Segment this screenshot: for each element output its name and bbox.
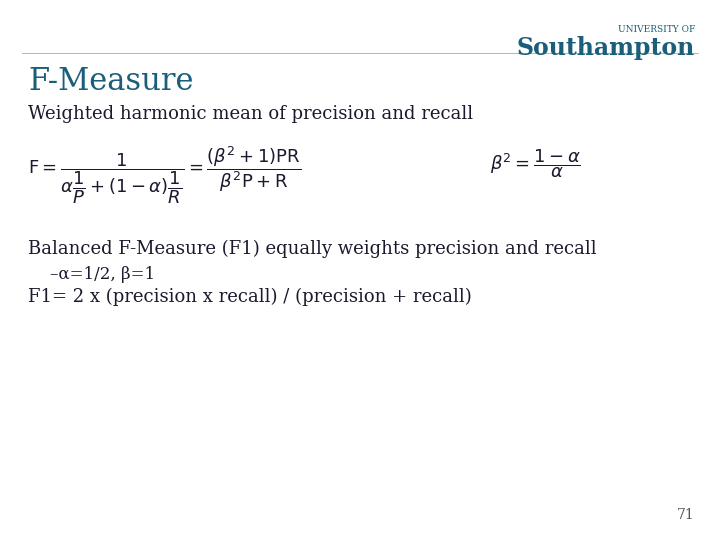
Text: Balanced F-Measure (F1) equally weights precision and recall: Balanced F-Measure (F1) equally weights … bbox=[28, 240, 597, 258]
Text: $\mathrm{F} = \dfrac{1}{\alpha\dfrac{1}{P}+(1-\alpha)\dfrac{1}{R}} = \dfrac{(\be: $\mathrm{F} = \dfrac{1}{\alpha\dfrac{1}{… bbox=[28, 145, 301, 206]
Text: Southampton: Southampton bbox=[517, 36, 695, 60]
Text: F1= 2 x (precision x recall) / (precision + recall): F1= 2 x (precision x recall) / (precisio… bbox=[28, 288, 472, 306]
Text: UNIVERSITY OF: UNIVERSITY OF bbox=[618, 25, 695, 34]
Text: F-Measure: F-Measure bbox=[28, 66, 194, 97]
Text: $\beta^{2} = \dfrac{1-\alpha}{\alpha}$: $\beta^{2} = \dfrac{1-\alpha}{\alpha}$ bbox=[490, 147, 581, 180]
Text: 71: 71 bbox=[678, 508, 695, 522]
Text: Weighted harmonic mean of precision and recall: Weighted harmonic mean of precision and … bbox=[28, 105, 473, 123]
Text: –α=1/2, β=1: –α=1/2, β=1 bbox=[50, 266, 155, 283]
